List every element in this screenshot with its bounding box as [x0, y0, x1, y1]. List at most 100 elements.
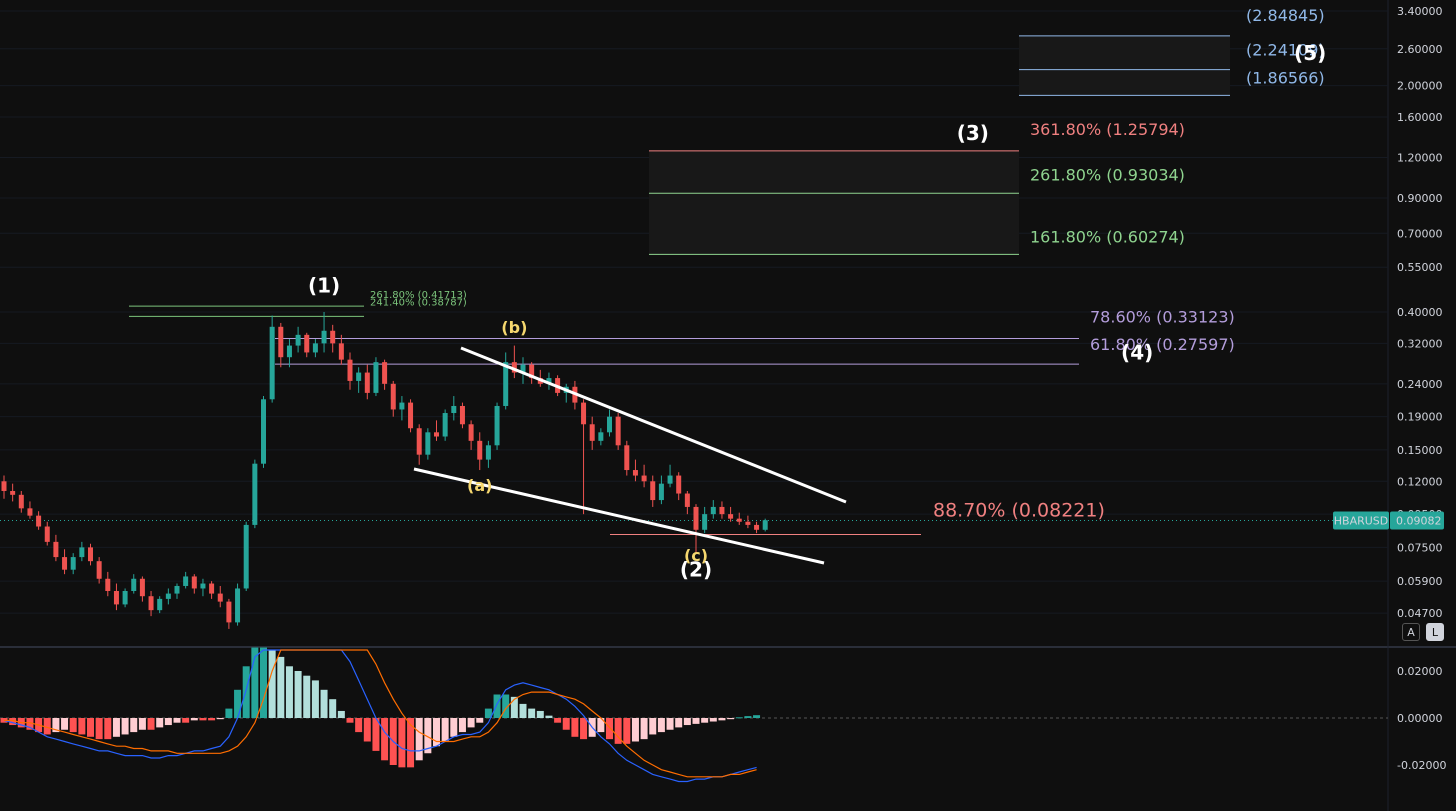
- wave-label: (a): [467, 476, 492, 495]
- candle-body: [235, 588, 241, 623]
- price-tick-label: 0.15000: [1397, 444, 1443, 457]
- candle-body: [148, 596, 154, 611]
- candle-body: [243, 524, 249, 589]
- macd-histogram-bar: [294, 671, 302, 718]
- candle-body: [338, 343, 344, 360]
- macd-histogram-bar: [727, 718, 735, 720]
- macd-histogram-bar: [147, 718, 155, 730]
- auto-scale-button[interactable]: A: [1402, 623, 1420, 641]
- candle-body: [70, 557, 76, 570]
- candle-body: [451, 405, 457, 414]
- macd-histogram-bar: [657, 718, 665, 733]
- price-tick-label: 2.00000: [1397, 80, 1443, 93]
- macd-histogram-bar: [242, 666, 250, 718]
- macd-tick-label: -0.02000: [1397, 759, 1446, 772]
- macd-histogram-bar: [441, 718, 449, 742]
- fib-level-label: 241.40% (0.38787): [370, 297, 467, 308]
- candle-body: [18, 494, 24, 509]
- candle-body: [174, 585, 180, 594]
- macd-histogram-bar: [554, 718, 562, 723]
- candle-body: [330, 330, 336, 344]
- wedge-lower-trendline: [413, 467, 825, 565]
- candle-body: [36, 515, 42, 527]
- candle-body: [226, 601, 232, 623]
- price-tick-label: 0.90000: [1397, 192, 1443, 205]
- candle-body: [183, 576, 189, 586]
- signal-line: [4, 649, 757, 778]
- price-tick-label: 0.05900: [1397, 575, 1443, 588]
- macd-histogram-bar: [363, 718, 371, 742]
- candle-body: [382, 362, 388, 384]
- candle-body: [667, 475, 673, 484]
- candle-body: [356, 372, 362, 381]
- wave-label: (2): [680, 557, 712, 581]
- wave-label: (4): [1121, 341, 1153, 365]
- macd-histogram-bar: [216, 718, 224, 720]
- macd-histogram-bar: [701, 718, 709, 723]
- candle-body: [157, 598, 163, 611]
- macd-histogram-bar: [9, 718, 17, 726]
- macd-histogram-bar: [87, 718, 94, 737]
- candle-body: [416, 428, 422, 455]
- candle-body: [217, 593, 223, 602]
- candle-body: [459, 405, 465, 425]
- macd-histogram-bar: [164, 718, 172, 726]
- candle-body: [494, 405, 500, 446]
- candle-body: [347, 359, 353, 381]
- log-scale-button[interactable]: L: [1426, 623, 1444, 641]
- candle-body: [425, 432, 431, 455]
- price-tick-label: 2.60000: [1397, 43, 1443, 56]
- candle-body: [762, 520, 768, 530]
- candle-body: [79, 547, 85, 558]
- price-tick-label: 0.04700: [1397, 607, 1443, 620]
- macd-histogram-bar: [649, 718, 657, 735]
- fib-level-label: (2.24109): [1246, 41, 1325, 60]
- candle-body: [632, 470, 638, 476]
- macd-histogram-bar: [61, 718, 69, 730]
- macd-histogram-bar: [467, 718, 475, 728]
- macd-histogram-bar: [528, 708, 536, 718]
- macd-histogram-bar: [190, 718, 198, 721]
- fib-level-label: 261.80% (0.41713): [370, 290, 467, 301]
- candles: [1, 311, 768, 629]
- macd-histogram-bar: [597, 718, 605, 733]
- macd-histogram-bar: [415, 718, 423, 761]
- fib-zone-wave5: [1019, 35, 1230, 96]
- macd-histogram-bar: [623, 718, 631, 744]
- macd-histogram-bar: [104, 718, 112, 740]
- candle-body: [44, 526, 50, 542]
- symbol-badge: [1333, 511, 1389, 530]
- macd-histogram-bar: [493, 694, 501, 718]
- price-badge: [1390, 511, 1444, 530]
- candle-body: [295, 334, 301, 346]
- candle-body: [754, 524, 760, 530]
- candle-body: [96, 561, 102, 579]
- candle-body: [364, 372, 370, 393]
- macd-histogram-bar: [320, 689, 328, 718]
- candle-body: [581, 402, 587, 425]
- macd-histogram-bar: [199, 718, 207, 721]
- candle-body: [321, 330, 327, 344]
- price-tick-label: 0.32000: [1397, 337, 1443, 350]
- macd-histogram-bar: [502, 694, 510, 718]
- wave-label: (3): [957, 121, 989, 145]
- macd-histogram-bar: [260, 647, 267, 718]
- macd-histogram-bar: [510, 696, 518, 718]
- price-tick-label: 0.07500: [1397, 541, 1443, 554]
- price-tick-label: 1.20000: [1397, 151, 1443, 164]
- macd-histogram-bar: [606, 718, 613, 740]
- candle-body: [139, 578, 145, 597]
- candle-body: [641, 475, 647, 482]
- candle-body: [252, 463, 258, 525]
- candle-body: [520, 364, 526, 373]
- wedge-upper-trendline: [460, 346, 847, 504]
- macd-tick-label: 0.02000: [1397, 665, 1443, 678]
- macd-histogram-bar: [95, 718, 103, 740]
- macd-histogram-bar: [450, 718, 458, 737]
- candle-body: [10, 490, 16, 495]
- macd-histogram-bar: [683, 718, 691, 726]
- macd-histogram-bar: [744, 716, 752, 718]
- candle-body: [598, 432, 604, 441]
- candle-body: [728, 514, 734, 519]
